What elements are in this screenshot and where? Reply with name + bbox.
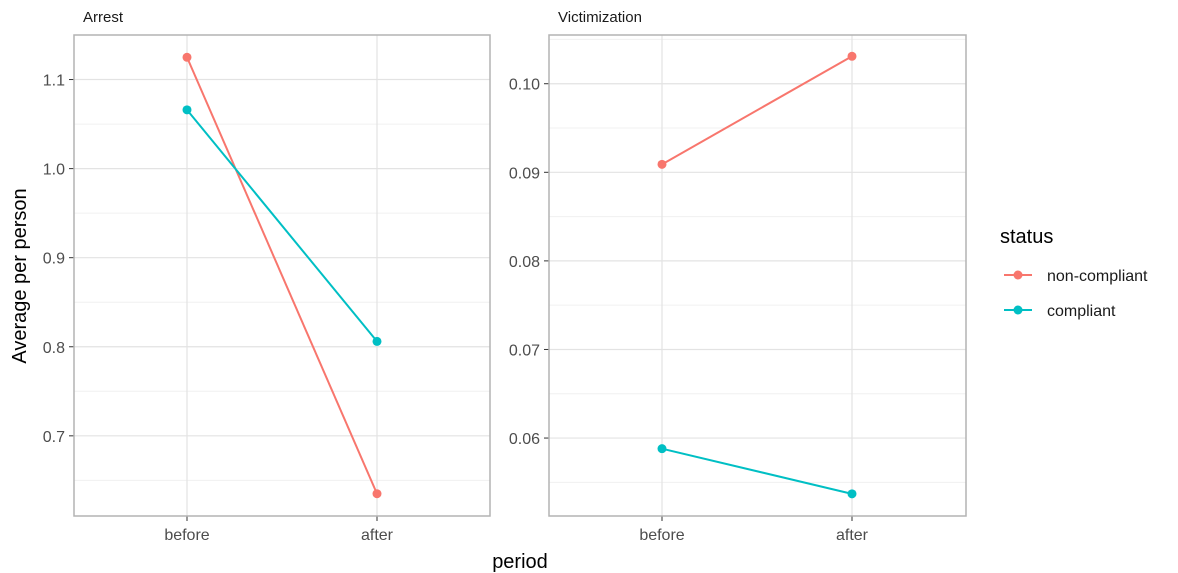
- y-tick-label: 1.0: [43, 162, 65, 179]
- panel-0: 0.7 0.8 0.9 1.0 1.1 before after Arrest: [43, 9, 491, 544]
- x-axis-title: period: [492, 551, 548, 573]
- legend: status non-compliant compliant: [1000, 226, 1148, 320]
- legend-key-point: [1013, 305, 1023, 315]
- panel-title: Arrest: [83, 9, 124, 26]
- series-line-non-compliant: [661, 55, 853, 166]
- chart-panels: 0.7 0.8 0.9 1.0 1.1 before after Arrest 0.06 0.07…: [43, 9, 967, 544]
- series-line-compliant: [661, 447, 853, 495]
- legend-title: status: [1000, 226, 1053, 248]
- y-tick-label: 0.09: [509, 165, 540, 182]
- data-point-compliant: [182, 105, 192, 115]
- y-tick-label: 1.1: [43, 73, 65, 90]
- legend-label: compliant: [1047, 303, 1116, 320]
- y-tick-label: 0.08: [509, 254, 540, 271]
- y-tick-label: 0.06: [509, 431, 540, 448]
- data-point-compliant: [847, 489, 857, 499]
- data-point-compliant: [657, 444, 667, 454]
- x-tick-label: after: [361, 527, 394, 544]
- series-line-compliant: [186, 109, 378, 343]
- panel-title: Victimization: [558, 9, 642, 26]
- y-tick-label: 0.8: [43, 340, 65, 357]
- y-tick-label: 0.07: [509, 342, 540, 359]
- data-point-non-compliant: [657, 159, 667, 169]
- data-point-non-compliant: [182, 52, 192, 62]
- legend-label: non-compliant: [1047, 268, 1148, 285]
- y-axis-title: Average per person: [9, 188, 31, 363]
- y-tick-label: 0.7: [43, 429, 65, 446]
- series-line-non-compliant: [186, 56, 378, 495]
- x-tick-label: after: [836, 527, 869, 544]
- legend-key-point: [1013, 270, 1023, 280]
- x-tick-label: before: [639, 527, 684, 544]
- y-tick-label: 0.9: [43, 251, 65, 268]
- data-point-non-compliant: [847, 51, 857, 61]
- x-tick-label: before: [164, 527, 209, 544]
- panel-border: [73, 34, 491, 517]
- panel-1: 0.06 0.07 0.08 0.09 0.10 before after Victimiza…: [509, 9, 967, 544]
- data-point-compliant: [372, 336, 382, 346]
- panel-border: [548, 34, 967, 517]
- y-tick-label: 0.10: [509, 77, 540, 94]
- data-point-non-compliant: [372, 489, 382, 499]
